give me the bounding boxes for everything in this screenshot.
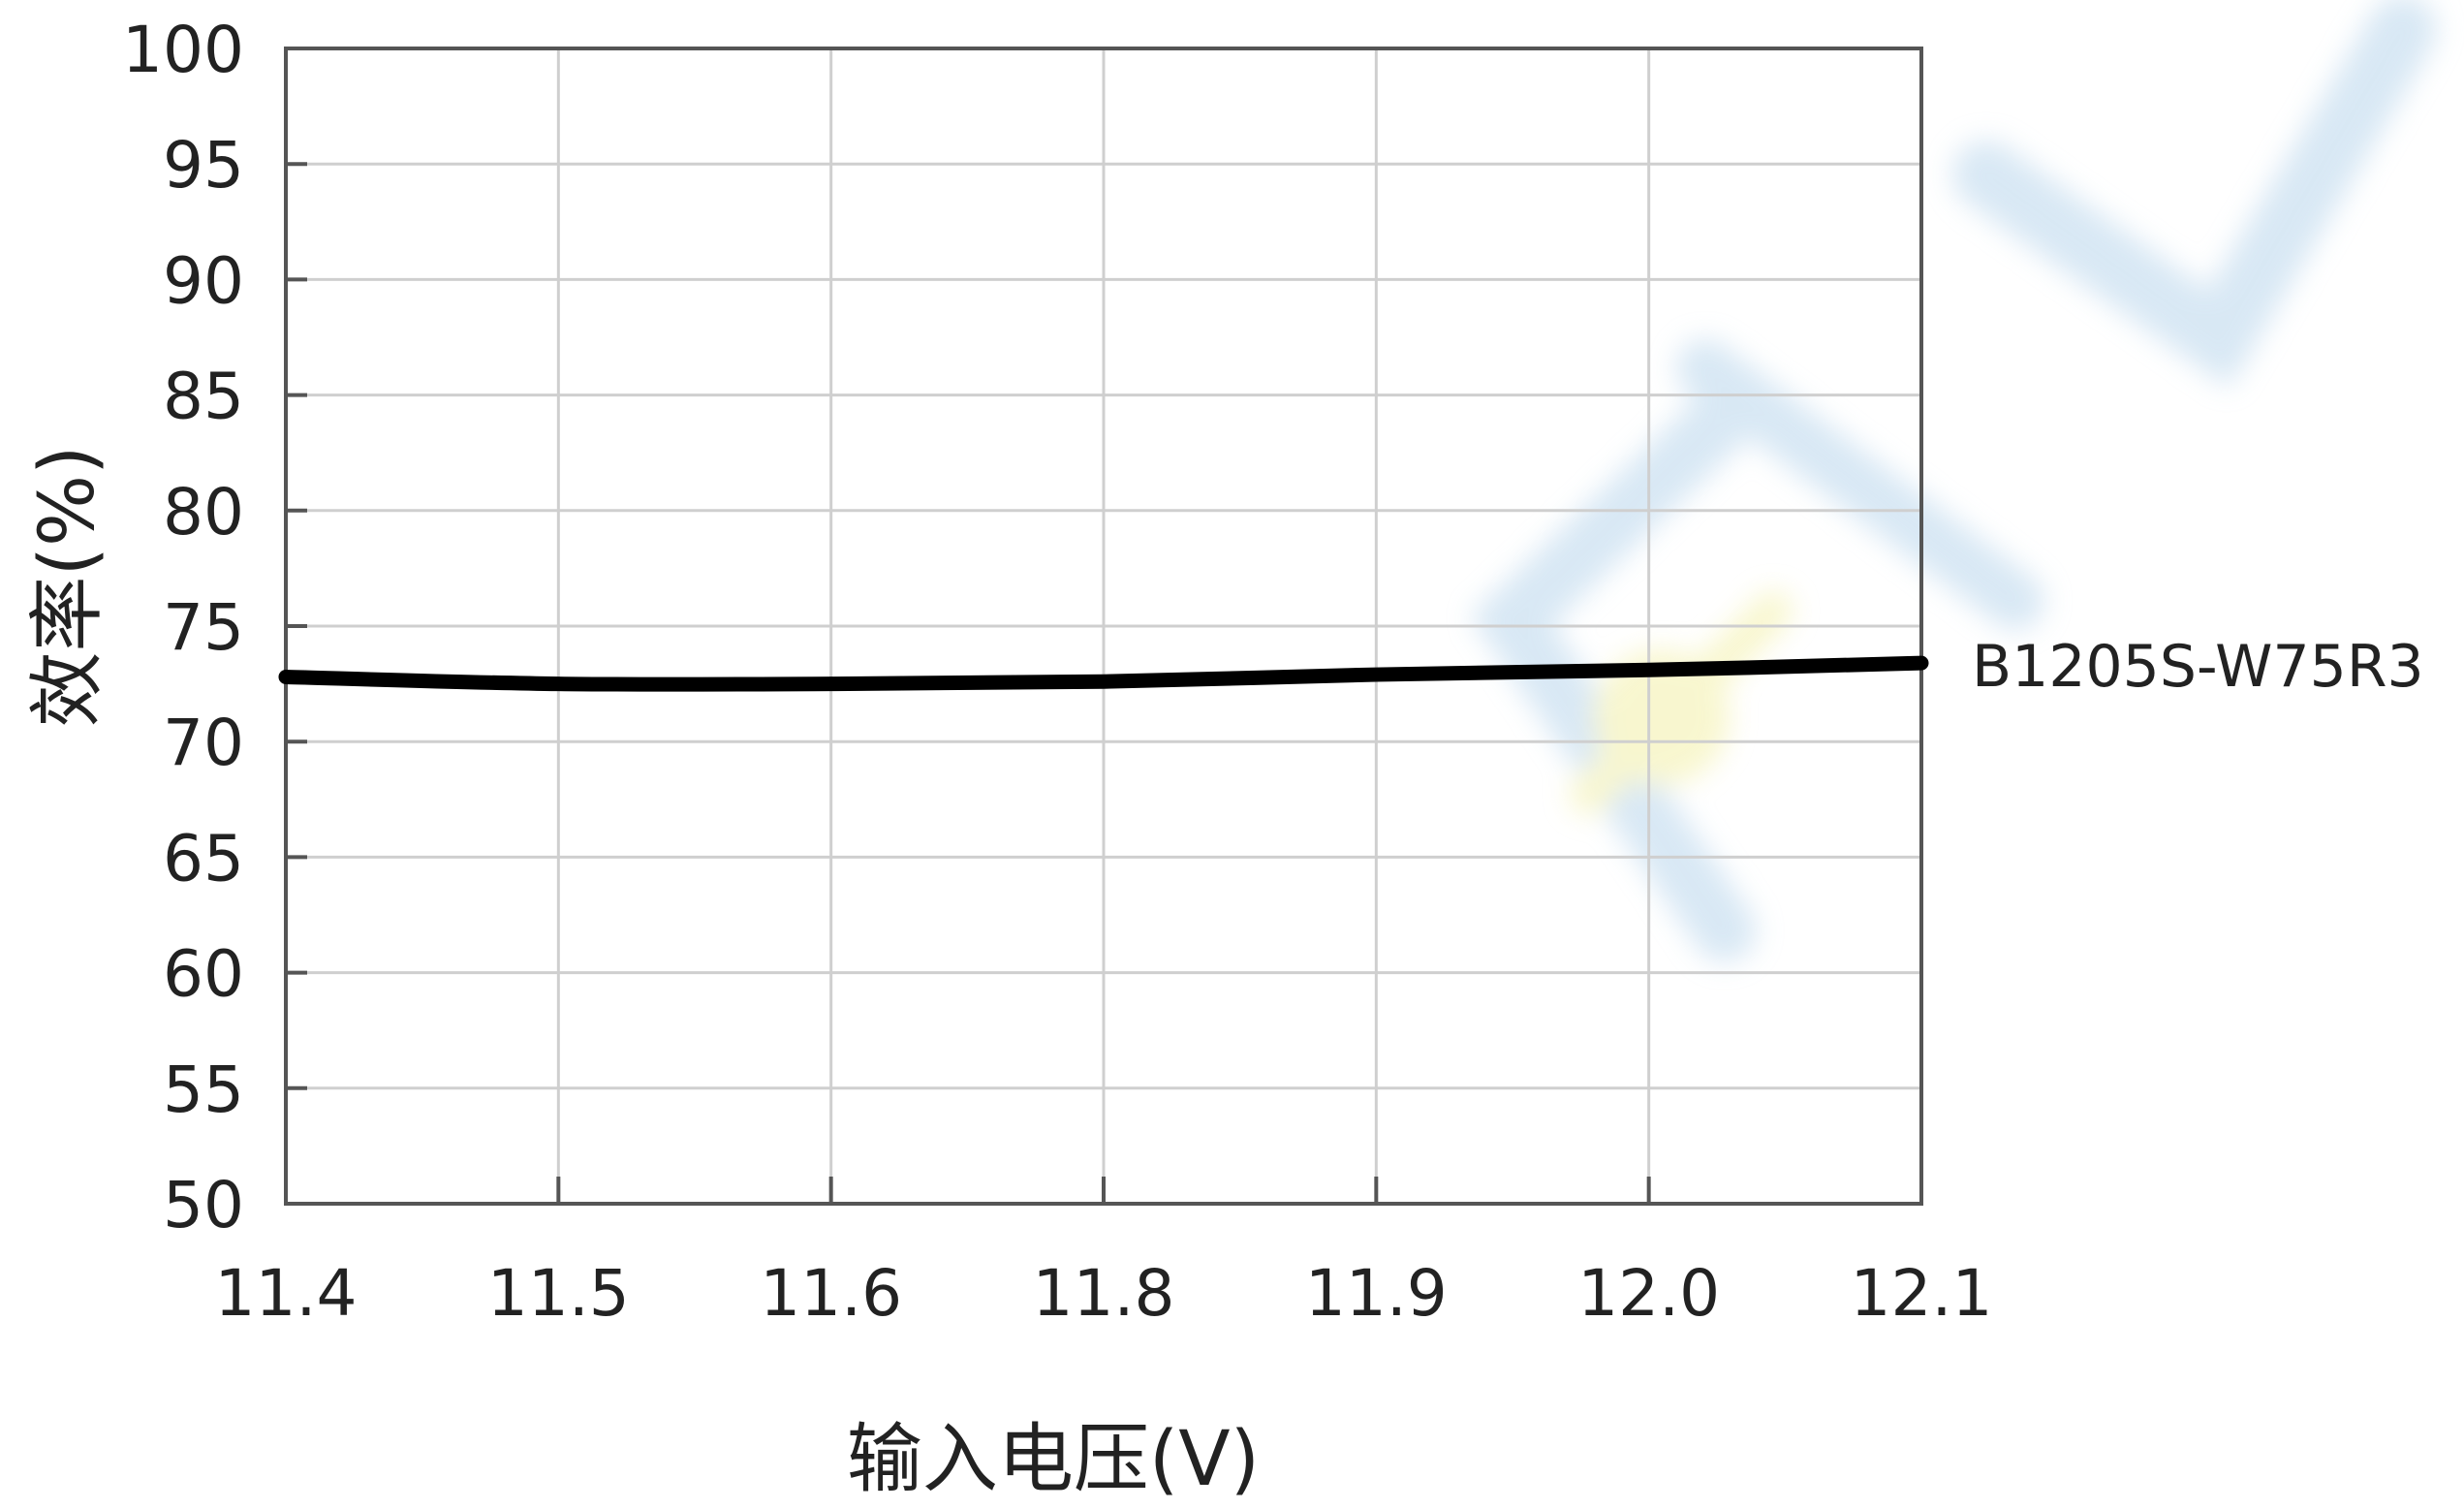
watermark [1470, 0, 2437, 962]
data-point [1648, 669, 1650, 671]
y-tick-label: 65 [163, 821, 244, 896]
data-point [1103, 680, 1105, 682]
y-tick-label: 70 [163, 706, 244, 780]
y-tick-label: 100 [122, 13, 244, 87]
x-tick-label: 11.5 [487, 1256, 630, 1331]
x-tick-labels: 11.4 11.5 11.6 11.8 11.9 12.0 12.1 [215, 1256, 1993, 1331]
axes [284, 47, 1923, 1206]
x-tick-label: 11.8 [1033, 1256, 1175, 1331]
data-point [1375, 674, 1377, 676]
y-tick-label: 95 [163, 128, 244, 203]
data-point [830, 683, 832, 685]
y-tick-label: 80 [163, 475, 244, 550]
y-tick-label: 50 [163, 1168, 244, 1242]
data-point [1920, 662, 1922, 664]
x-tick-label: 12.0 [1577, 1256, 1720, 1331]
x-tick-label: 11.4 [215, 1256, 358, 1331]
series-layer: B1205S-W75R3 [278, 633, 2424, 701]
y-tick-label: 55 [163, 1053, 244, 1127]
grid-lines [284, 47, 1923, 1206]
data-point [557, 683, 559, 685]
y-axis-label: 效率(%) [24, 446, 111, 728]
x-tick-label: 12.1 [1851, 1256, 1993, 1331]
x-axis-label: 输入电压(V) [847, 1416, 1260, 1503]
y-tick-labels: 100 95 90 85 80 75 70 65 60 55 50 [122, 13, 244, 1242]
series-label: B1205S-W75R3 [1972, 633, 2424, 701]
plot-frame [284, 47, 1923, 1206]
x-tick-label: 11.6 [760, 1256, 902, 1331]
y-tick-label: 85 [163, 360, 244, 434]
y-tick-label: 75 [163, 590, 244, 665]
data-point [285, 676, 287, 677]
y-tick-label: 60 [163, 937, 244, 1012]
x-tick-label: 11.9 [1305, 1256, 1448, 1331]
y-tick-label: 90 [163, 243, 244, 318]
